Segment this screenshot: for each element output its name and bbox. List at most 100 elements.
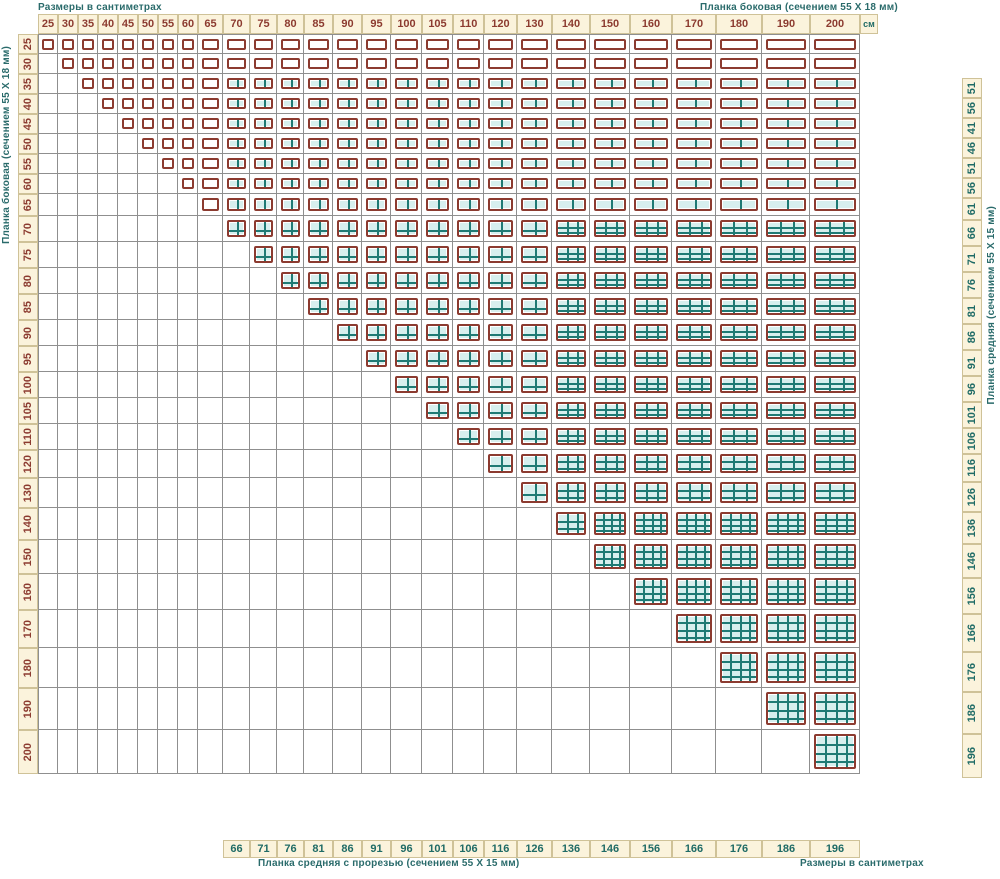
matrix-cell[interactable] [716,478,762,508]
matrix-cell[interactable] [304,346,333,372]
matrix-cell[interactable] [810,398,860,424]
matrix-cell[interactable] [762,154,810,174]
matrix-cell[interactable] [333,134,362,154]
matrix-cell[interactable] [333,574,362,610]
matrix-cell[interactable] [118,268,138,294]
matrix-cell[interactable] [118,424,138,450]
matrix-cell[interactable] [762,688,810,730]
matrix-cell[interactable] [762,450,810,478]
matrix-cell[interactable] [198,450,223,478]
matrix-cell[interactable] [333,540,362,574]
matrix-cell[interactable] [672,424,716,450]
matrix-cell[interactable] [422,730,453,774]
matrix-cell[interactable] [198,730,223,774]
matrix-cell[interactable] [484,648,517,688]
matrix-cell[interactable] [223,94,250,114]
matrix-cell[interactable] [58,372,78,398]
matrix-cell[interactable] [716,730,762,774]
matrix-cell[interactable] [178,478,198,508]
matrix-cell[interactable] [672,94,716,114]
matrix-cell[interactable] [333,424,362,450]
matrix-cell[interactable] [198,346,223,372]
matrix-cell[interactable] [484,450,517,478]
matrix-cell[interactable] [333,450,362,478]
matrix-cell[interactable] [762,540,810,574]
matrix-cell[interactable] [333,94,362,114]
matrix-cell[interactable] [484,372,517,398]
matrix-cell[interactable] [118,174,138,194]
matrix-cell[interactable] [517,688,552,730]
matrix-cell[interactable] [630,154,672,174]
matrix-cell[interactable] [158,346,178,372]
matrix-cell[interactable] [391,320,422,346]
matrix-cell[interactable] [138,730,158,774]
matrix-cell[interactable] [118,508,138,540]
matrix-cell[interactable] [362,34,391,54]
matrix-cell[interactable] [362,688,391,730]
matrix-cell[interactable] [250,424,277,450]
matrix-cell[interactable] [810,508,860,540]
matrix-cell[interactable] [78,450,98,478]
matrix-cell[interactable] [362,574,391,610]
matrix-cell[interactable] [333,508,362,540]
matrix-cell[interactable] [333,478,362,508]
matrix-cell[interactable] [304,508,333,540]
matrix-cell[interactable] [78,574,98,610]
matrix-cell[interactable] [198,54,223,74]
matrix-cell[interactable] [552,134,590,154]
matrix-cell[interactable] [716,508,762,540]
matrix-cell[interactable] [672,54,716,74]
matrix-cell[interactable] [422,346,453,372]
matrix-cell[interactable] [672,294,716,320]
matrix-cell[interactable] [38,174,58,194]
matrix-cell[interactable] [277,730,304,774]
matrix-cell[interactable] [98,34,118,54]
matrix-cell[interactable] [484,74,517,94]
matrix-cell[interactable] [250,730,277,774]
matrix-cell[interactable] [810,294,860,320]
matrix-cell[interactable] [590,320,630,346]
matrix-cell[interactable] [716,194,762,216]
matrix-cell[interactable] [362,730,391,774]
matrix-cell[interactable] [762,574,810,610]
matrix-cell[interactable] [453,508,484,540]
matrix-cell[interactable] [138,34,158,54]
matrix-cell[interactable] [672,398,716,424]
matrix-cell[interactable] [78,34,98,54]
matrix-cell[interactable] [333,398,362,424]
matrix-cell[interactable] [716,648,762,688]
matrix-cell[interactable] [277,346,304,372]
matrix-cell[interactable] [250,216,277,242]
matrix-cell[interactable] [391,450,422,478]
matrix-cell[interactable] [422,74,453,94]
matrix-cell[interactable] [552,730,590,774]
matrix-cell[interactable] [362,114,391,134]
matrix-cell[interactable] [223,242,250,268]
matrix-cell[interactable] [590,372,630,398]
matrix-cell[interactable] [422,154,453,174]
matrix-cell[interactable] [762,508,810,540]
matrix-cell[interactable] [716,398,762,424]
matrix-cell[interactable] [138,320,158,346]
matrix-cell[interactable] [453,34,484,54]
matrix-cell[interactable] [333,194,362,216]
matrix-cell[interactable] [453,450,484,478]
matrix-cell[interactable] [484,94,517,114]
matrix-cell[interactable] [590,134,630,154]
matrix-cell[interactable] [517,154,552,174]
matrix-cell[interactable] [138,450,158,478]
matrix-cell[interactable] [138,74,158,94]
matrix-cell[interactable] [78,424,98,450]
matrix-cell[interactable] [277,478,304,508]
matrix-cell[interactable] [453,372,484,398]
matrix-cell[interactable] [178,730,198,774]
matrix-cell[interactable] [810,648,860,688]
matrix-cell[interactable] [484,134,517,154]
matrix-cell[interactable] [762,94,810,114]
matrix-cell[interactable] [517,114,552,134]
matrix-cell[interactable] [810,242,860,268]
matrix-cell[interactable] [138,424,158,450]
matrix-cell[interactable] [178,54,198,74]
matrix-cell[interactable] [484,574,517,610]
matrix-cell[interactable] [391,540,422,574]
